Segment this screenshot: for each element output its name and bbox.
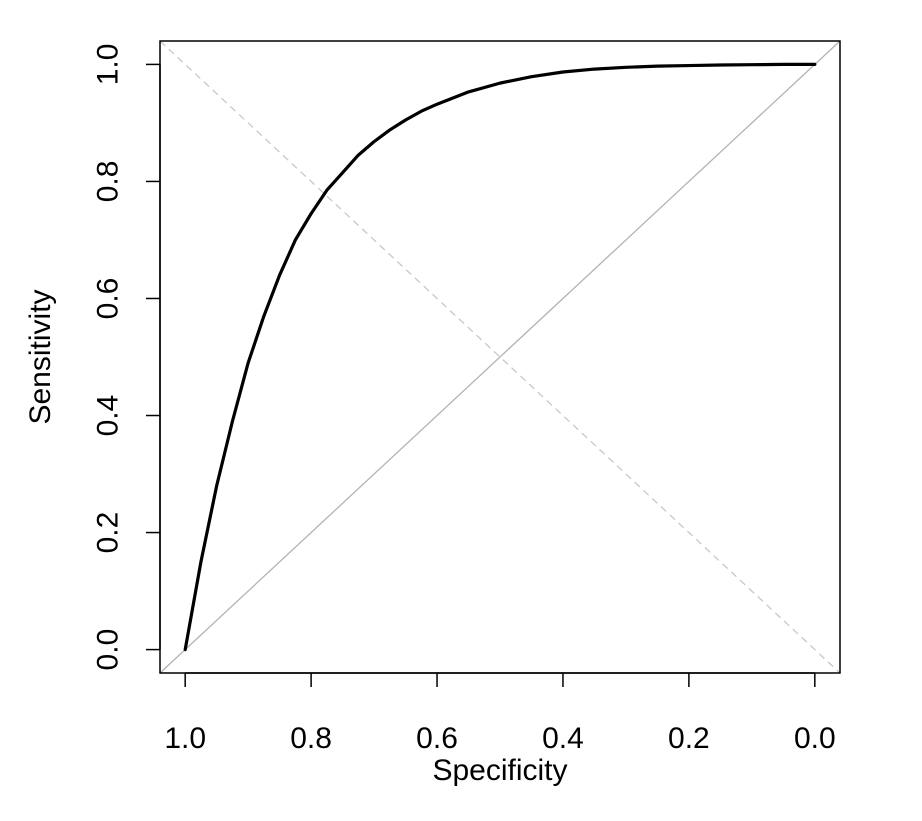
x-tick-label: 0.2 <box>668 722 710 755</box>
x-tick-label: 0.8 <box>290 722 332 755</box>
x-axis-title: Specificity <box>432 754 567 787</box>
roc-curve-layer <box>183 62 817 652</box>
y-tick-label: 0.6 <box>92 278 125 320</box>
y-tick-label: 0.8 <box>92 161 125 203</box>
reference-lines <box>159 40 841 674</box>
y-tick-label: 0.2 <box>92 512 125 554</box>
identity-reference-line <box>159 40 841 674</box>
y-tick-label: 1.0 <box>92 44 125 86</box>
x-tick-label: 0.6 <box>416 722 458 755</box>
y-tick-label: 0.4 <box>92 395 125 437</box>
x-tick-label: 0.4 <box>542 722 584 755</box>
x-tick-label: 0.0 <box>794 722 836 755</box>
y-axis-title: Sensitivity <box>24 289 57 424</box>
x-tick-label: 1.0 <box>164 722 206 755</box>
y-tick-label: 0.0 <box>92 629 125 671</box>
roc-curve-line <box>183 62 817 652</box>
anti-diagonal-reference-line <box>159 40 841 674</box>
y-axis: 0.0 0.2 0.4 0.6 0.8 1.0 <box>92 44 161 671</box>
x-axis: 1.0 0.8 0.6 0.4 0.2 0.0 <box>164 672 836 755</box>
